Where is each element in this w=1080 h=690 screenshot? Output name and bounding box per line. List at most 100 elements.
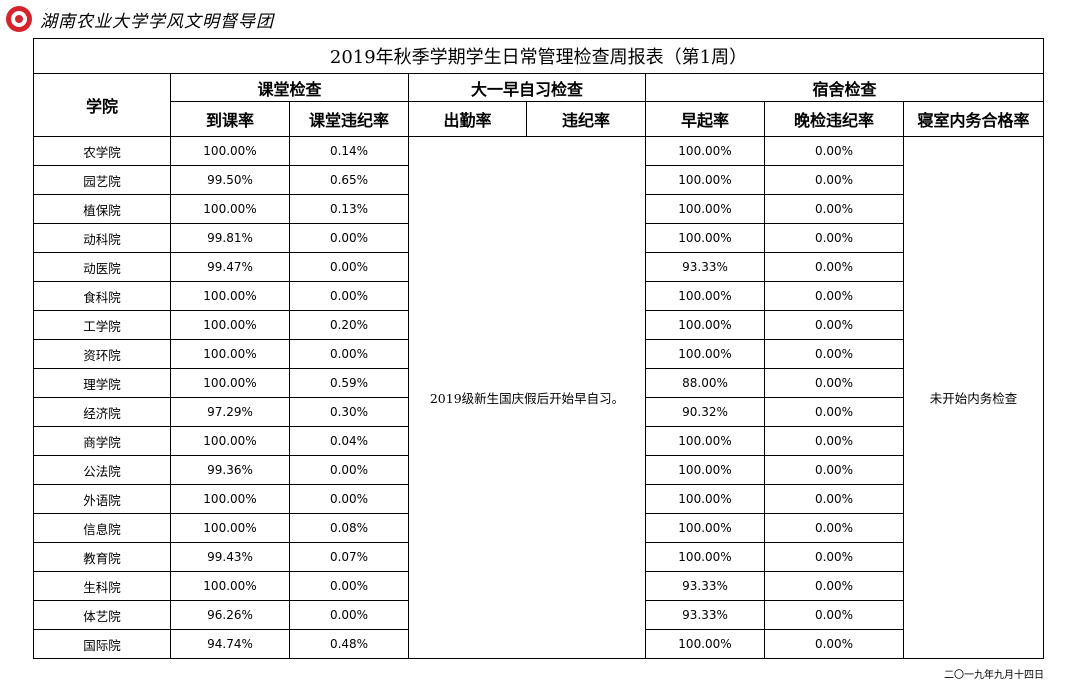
brand-text: 湖南农业大学学风文明督导团 — [40, 11, 274, 32]
college-name: 生科院 — [33, 571, 171, 601]
college-name: 资环院 — [33, 339, 171, 369]
class-violation-rate-cell: 0.00% — [289, 455, 409, 485]
dorm-pass-rate-header: 寝室内务合格率 — [902, 101, 1045, 137]
early-rise-rate-cell: 88.00% — [645, 368, 765, 398]
early-rise-rate-cell: 100.00% — [645, 136, 765, 166]
attendance-rate-cell: 99.36% — [170, 455, 290, 485]
evening-violation-rate-cell: 0.00% — [764, 629, 904, 659]
college-name: 信息院 — [33, 513, 171, 543]
class-violation-rate-cell: 0.00% — [289, 600, 409, 630]
early-rise-rate-cell: 100.00% — [645, 223, 765, 253]
attendance-rate-cell: 100.00% — [170, 368, 290, 398]
evening-violation-rate-cell: 0.00% — [764, 136, 904, 166]
class-violation-rate-cell: 0.13% — [289, 194, 409, 224]
evening-violation-rate-cell: 0.00% — [764, 484, 904, 514]
evening-violation-rate-cell: 0.00% — [764, 368, 904, 398]
early-rise-rate-cell: 100.00% — [645, 165, 765, 195]
attendance-rate-header: 到课率 — [170, 101, 290, 137]
early-rise-rate-cell: 100.00% — [645, 542, 765, 572]
table-row: 动科院 99.81% 0.00% 100.00% 0.00% — [33, 223, 1044, 253]
college-name: 动医院 — [33, 252, 171, 282]
evening-violation-rate-cell: 0.00% — [764, 194, 904, 224]
class-violation-rate-cell: 0.20% — [289, 310, 409, 340]
attendance-rate-cell: 99.81% — [170, 223, 290, 253]
table-row: 经济院 97.29% 0.30% 90.32% 0.00% — [33, 397, 1044, 427]
table-row: 工学院 100.00% 0.20% 100.00% 0.00% — [33, 310, 1044, 340]
early-rise-rate-cell: 100.00% — [645, 310, 765, 340]
early-rise-rate-cell: 100.00% — [645, 426, 765, 456]
early-rise-rate-cell: 100.00% — [645, 484, 765, 514]
table-row: 公法院 99.36% 0.00% 100.00% 0.00% — [33, 455, 1044, 485]
page-header: 湖南农业大学学风文明督导团 — [6, 4, 274, 34]
class-violation-rate-header: 课堂违纪率 — [289, 101, 409, 137]
class-violation-rate-cell: 0.00% — [289, 571, 409, 601]
early-rise-rate-cell: 100.00% — [645, 513, 765, 543]
attendance-rate-cell: 100.00% — [170, 281, 290, 311]
college-name: 外语院 — [33, 484, 171, 514]
college-name: 公法院 — [33, 455, 171, 485]
table-row: 动医院 99.47% 0.00% 93.33% 0.00% — [33, 252, 1044, 282]
evening-violation-rate-cell: 0.00% — [764, 339, 904, 369]
report-date: 二〇一九年九月十四日 — [944, 670, 1044, 681]
attendance-rate-cell: 99.47% — [170, 252, 290, 282]
morning-violation-header: 违纪率 — [526, 101, 646, 137]
weekly-report-table: 2019年秋季学期学生日常管理检查周报表（第1周） 学院 课堂检查 大一早自习检… — [32, 38, 1045, 659]
table-row: 信息院 100.00% 0.08% 100.00% 0.00% — [33, 513, 1044, 543]
table-row: 食科院 100.00% 0.00% 100.00% 0.00% — [33, 281, 1044, 311]
table-row: 外语院 100.00% 0.00% 100.00% 0.00% — [33, 484, 1044, 514]
evening-violation-rate-cell: 0.00% — [764, 310, 904, 340]
attendance-rate-cell: 99.43% — [170, 542, 290, 572]
class-violation-rate-cell: 0.08% — [289, 513, 409, 543]
evening-violation-rate-cell: 0.00% — [764, 281, 904, 311]
early-rise-rate-cell: 100.00% — [645, 194, 765, 224]
college-name: 商学院 — [33, 426, 171, 456]
attendance-rate-cell: 100.00% — [170, 571, 290, 601]
early-rise-rate-cell: 100.00% — [645, 455, 765, 485]
table-row: 体艺院 96.26% 0.00% 93.33% 0.00% — [33, 600, 1044, 630]
class-violation-rate-cell: 0.00% — [289, 252, 409, 282]
attendance-rate-cell: 97.29% — [170, 397, 290, 427]
college-name: 动科院 — [33, 223, 171, 253]
class-violation-rate-cell: 0.04% — [289, 426, 409, 456]
attendance-rate-cell: 100.00% — [170, 310, 290, 340]
evening-violation-rate-cell: 0.00% — [764, 165, 904, 195]
dorm-inspection-note: 未开始内务检查 — [902, 136, 1045, 659]
attendance-rate-cell: 99.50% — [170, 165, 290, 195]
class-violation-rate-cell: 0.14% — [289, 136, 409, 166]
evening-violation-rate-cell: 0.00% — [764, 397, 904, 427]
evening-violation-rate-cell: 0.00% — [764, 455, 904, 485]
class-violation-rate-cell: 0.00% — [289, 339, 409, 369]
attendance-rate-cell: 100.00% — [170, 194, 290, 224]
evening-violation-rate-cell: 0.00% — [764, 252, 904, 282]
attendance-rate-cell: 96.26% — [170, 600, 290, 630]
college-name: 农学院 — [33, 136, 171, 166]
dorm-check-header: 宿舍检查 — [644, 73, 1045, 102]
class-violation-rate-cell: 0.00% — [289, 223, 409, 253]
early-rise-rate-header: 早起率 — [645, 101, 765, 137]
college-name: 国际院 — [33, 629, 171, 659]
attendance-rate-cell: 100.00% — [170, 484, 290, 514]
class-violation-rate-cell: 0.07% — [289, 542, 409, 572]
attendance-rate-cell: 100.00% — [170, 426, 290, 456]
evening-violation-rate-cell: 0.00% — [764, 571, 904, 601]
early-rise-rate-cell: 100.00% — [645, 281, 765, 311]
attendance-rate-cell: 100.00% — [170, 339, 290, 369]
college-name: 经济院 — [33, 397, 171, 427]
early-rise-rate-cell: 100.00% — [645, 339, 765, 369]
university-logo-icon — [6, 6, 32, 32]
freshman-morning-check-header: 大一早自习检查 — [408, 73, 646, 102]
college-header: 学院 — [33, 73, 171, 137]
college-name: 食科院 — [33, 281, 171, 311]
evening-violation-rate-cell: 0.00% — [764, 513, 904, 543]
classroom-check-header: 课堂检查 — [170, 73, 409, 102]
early-rise-rate-cell: 100.00% — [645, 629, 765, 659]
class-violation-rate-cell: 0.48% — [289, 629, 409, 659]
early-rise-rate-cell: 90.32% — [645, 397, 765, 427]
college-name: 园艺院 — [33, 165, 171, 195]
college-name: 植保院 — [33, 194, 171, 224]
college-name: 体艺院 — [33, 600, 171, 630]
evening-violation-rate-cell: 0.00% — [764, 600, 904, 630]
table-row: 园艺院 99.50% 0.65% 100.00% 0.00% — [33, 165, 1044, 195]
evening-violation-rate-cell: 0.00% — [764, 542, 904, 572]
class-violation-rate-cell: 0.59% — [289, 368, 409, 398]
